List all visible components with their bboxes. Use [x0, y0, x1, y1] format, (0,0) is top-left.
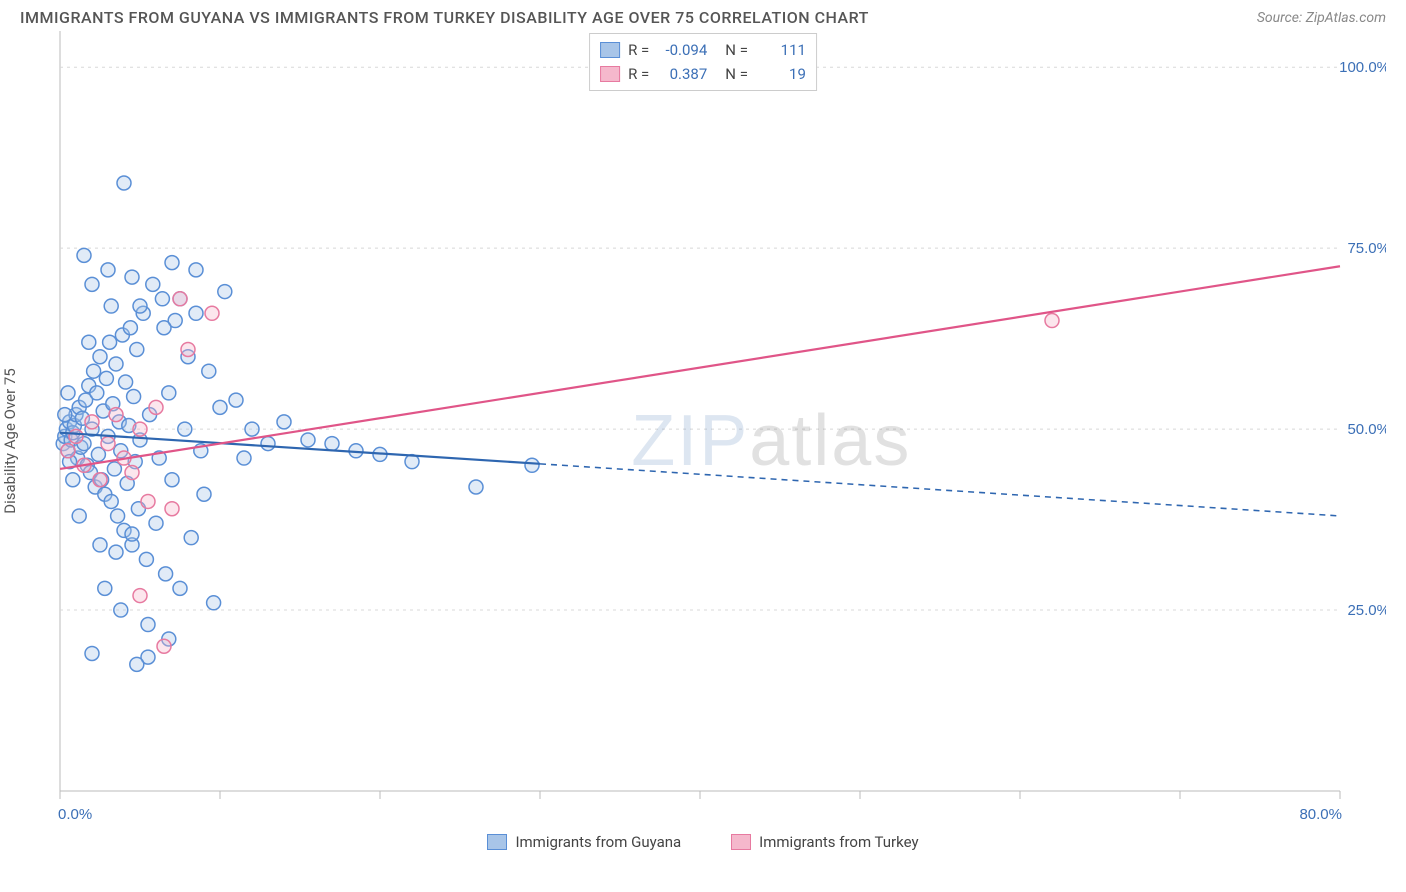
swatch-guyana — [600, 42, 620, 58]
svg-text:100.0%: 100.0% — [1339, 59, 1386, 76]
chart-container: Disability Age Over 75 25.0%50.0%75.0%10… — [20, 31, 1386, 851]
svg-text:80.0%: 80.0% — [1299, 806, 1342, 821]
r-value-turkey: 0.387 — [657, 62, 707, 86]
n-value-guyana: 111 — [756, 38, 806, 62]
n-label: N = — [725, 62, 748, 86]
source-label: Source: ZipAtlas.com — [1257, 10, 1386, 26]
swatch-turkey — [731, 834, 751, 850]
n-value-turkey: 19 — [756, 62, 806, 86]
n-label: N = — [725, 38, 748, 62]
stats-row-turkey: R = 0.387 N = 19 — [600, 62, 806, 86]
stats-legend: R = -0.094 N = 111 R = 0.387 N = 19 — [589, 33, 817, 91]
svg-text:0.0%: 0.0% — [58, 806, 92, 821]
scatter-chart: 25.0% 50.0% 75.0% 100.0% 0.0% 80.0% — [20, 31, 1386, 821]
legend-label-turkey: Immigrants from Turkey — [759, 833, 918, 851]
svg-text:75.0%: 75.0% — [1347, 240, 1386, 257]
swatch-turkey — [600, 66, 620, 82]
r-label: R = — [628, 38, 649, 62]
svg-text:50.0%: 50.0% — [1347, 421, 1386, 438]
y-axis-label: Disability Age Over 75 — [1, 368, 19, 513]
legend-item-turkey: Immigrants from Turkey — [731, 833, 918, 851]
bottom-legend: Immigrants from Guyana Immigrants from T… — [20, 833, 1386, 851]
stats-row-guyana: R = -0.094 N = 111 — [600, 38, 806, 62]
svg-text:25.0%: 25.0% — [1347, 602, 1386, 619]
legend-label-guyana: Immigrants from Guyana — [515, 833, 681, 851]
chart-title: IMMIGRANTS FROM GUYANA VS IMMIGRANTS FRO… — [20, 8, 869, 27]
legend-item-guyana: Immigrants from Guyana — [487, 833, 681, 851]
swatch-guyana — [487, 834, 507, 850]
r-label: R = — [628, 62, 649, 86]
r-value-guyana: -0.094 — [657, 38, 707, 62]
